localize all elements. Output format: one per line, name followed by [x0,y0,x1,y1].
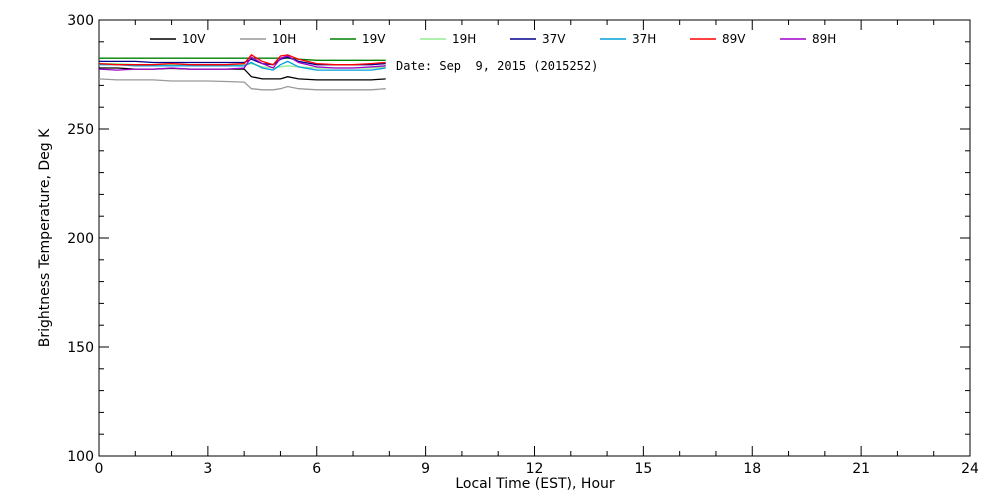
x-tick-label: 12 [526,461,544,477]
legend-label-10v: 10V [182,32,206,46]
legend-label-89h: 89H [812,32,836,46]
axis-tick-labels: 0 3 6 9 12 15 18 21 24 100 150 200 250 300 [67,13,979,477]
plot-frame [98,19,971,457]
y-tick-label: 250 [67,122,94,138]
legend-label-89v: 89V [722,32,746,46]
y-axis-title: Brightness Temperature, Deg K [37,128,53,347]
series-line-37h [99,60,386,71]
y-tick-label: 200 [67,231,94,247]
x-tick-label: 21 [852,461,870,477]
x-tick-label: 18 [743,461,761,477]
series-lines [98,54,386,91]
y-tick-label: 100 [67,449,94,465]
legend-label-10h: 10H [272,32,296,46]
series-line-19v [99,57,386,61]
legend-label-37h: 37H [632,32,656,46]
y-tick-label: 150 [67,340,94,356]
x-tick-label: 6 [312,461,321,477]
x-tick-label: 3 [203,461,212,477]
x-axis-title: Local Time (EST), Hour [455,476,615,492]
y-tick-label: 300 [67,13,94,29]
legend-label-19v: 19V [362,32,386,46]
x-tick-label: 9 [421,461,430,477]
series-line-89h [98,55,386,71]
legend-label-37v: 37V [542,32,566,46]
legend: 10V 10H 19V 19H 37V 37H 89V 89H [150,32,836,46]
axis-ticks [98,19,971,457]
series-line-10h [98,78,386,91]
x-tick-label: 24 [961,461,979,477]
x-tick-label: 0 [95,461,104,477]
date-annotation: Date: Sep 9, 2015 (2015252) [396,59,598,73]
x-tick-label: 15 [634,461,652,477]
legend-label-19h: 19H [452,32,476,46]
series-line-89v [98,54,386,66]
